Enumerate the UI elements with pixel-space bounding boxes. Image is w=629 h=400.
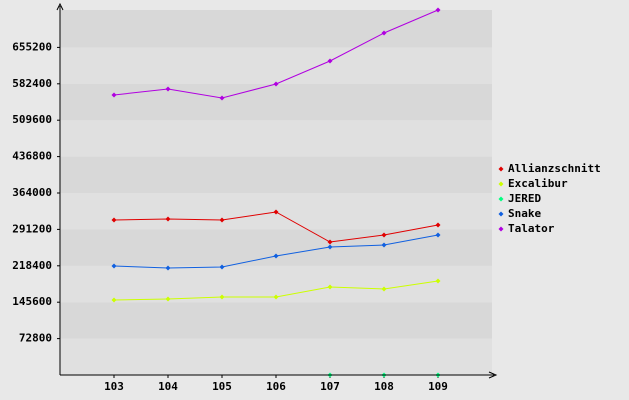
data-point: [165, 296, 171, 302]
data-point: [435, 222, 441, 228]
grid-band: [60, 10, 492, 48]
data-point: [381, 30, 387, 36]
x-tick-label: 108: [374, 380, 394, 393]
legend-label: Snake: [508, 207, 541, 220]
x-tick-label: 109: [428, 380, 448, 393]
legend-label: Excalibur: [508, 177, 568, 190]
legend-label: JERED: [508, 192, 541, 205]
data-point: [273, 294, 279, 300]
data-point: [219, 95, 225, 101]
x-tick-label: 107: [320, 380, 340, 393]
grid-band: [60, 83, 492, 121]
y-tick-label: 218400: [12, 259, 52, 272]
legend-marker: [498, 166, 504, 172]
data-point: [111, 217, 117, 223]
y-tick-label: 364000: [12, 186, 52, 199]
grid-band: [60, 120, 492, 157]
x-tick-label: 104: [158, 380, 178, 393]
y-tick-label: 509600: [12, 113, 52, 126]
y-tick-label: 145600: [12, 295, 52, 308]
data-point: [327, 239, 333, 245]
legend-marker: [498, 196, 504, 202]
legend-label: Talator: [508, 222, 555, 235]
y-arrow: [56, 2, 64, 11]
data-point: [165, 86, 171, 92]
grid-band: [60, 229, 492, 266]
y-tick-label: 582400: [12, 77, 52, 90]
x-tick-label: 105: [212, 380, 232, 393]
x-tick-label: 103: [104, 380, 124, 393]
data-point: [381, 286, 387, 292]
data-point: [273, 81, 279, 87]
data-point: [381, 242, 387, 248]
bands: [60, 10, 492, 375]
data-point: [435, 278, 441, 284]
data-point: [165, 216, 171, 222]
legend-marker: [498, 226, 504, 232]
data-point: [219, 294, 225, 300]
legend-marker: [498, 181, 504, 187]
data-point: [219, 264, 225, 270]
grid-band: [60, 302, 492, 339]
y-tick-label: 436800: [12, 150, 52, 163]
data-point: [381, 232, 387, 238]
x-tick-label: 106: [266, 380, 286, 393]
grid-band: [60, 156, 492, 193]
data-point: [327, 58, 333, 64]
legend-label: Allianzschnitt: [508, 162, 601, 175]
data-point: [435, 7, 441, 13]
data-point: [111, 297, 117, 303]
x-arrow: [488, 371, 498, 379]
data-point: [273, 209, 279, 215]
data-point: [165, 265, 171, 271]
legend-marker: [498, 211, 504, 217]
data-point: [111, 92, 117, 98]
y-tick-label: 72800: [19, 332, 52, 345]
data-point: [111, 263, 117, 269]
y-tick-label: 655200: [12, 40, 52, 53]
content: 72800 145600 218400 291200 364000 436800 50960…: [12, 7, 601, 393]
grid-band: [60, 47, 492, 84]
data-point: [327, 284, 333, 290]
data-point: [219, 217, 225, 223]
grid-band: [60, 338, 492, 375]
data-point: [327, 244, 333, 250]
data-point: [273, 253, 279, 259]
data-point: [435, 232, 441, 238]
y-tick-label: 291200: [12, 222, 52, 235]
